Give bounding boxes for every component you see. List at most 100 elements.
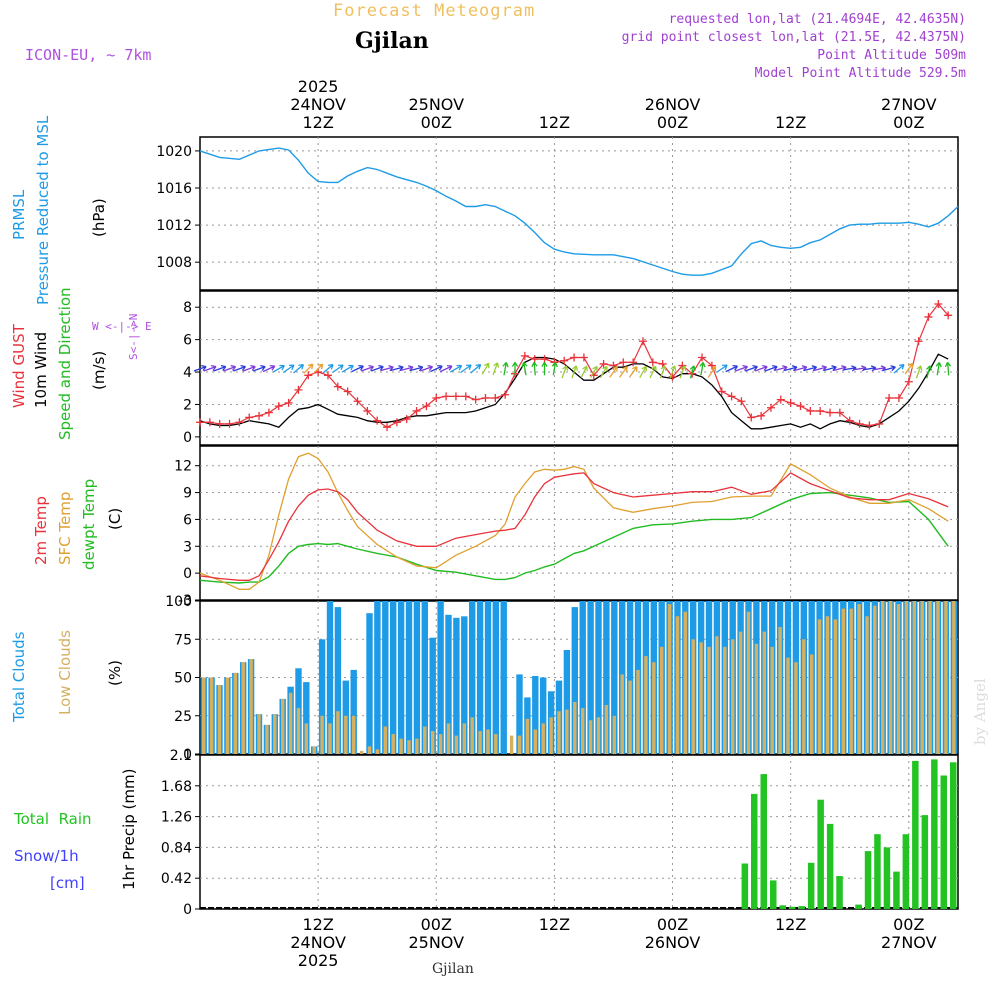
wind-direction-arrow <box>619 366 628 378</box>
low-clouds-bar <box>462 723 466 754</box>
total-clouds-bar <box>484 601 492 754</box>
top-date-label: 24NOV <box>290 95 346 114</box>
total-clouds-bar <box>626 601 634 754</box>
wind-direction-arrow <box>679 365 687 379</box>
total-clouds-bar <box>397 601 405 754</box>
ytick-label: 2.1 <box>170 748 192 764</box>
wind-gust-marker <box>796 402 805 411</box>
wind-gust-marker <box>501 390 510 399</box>
wind-gust-marker <box>442 392 451 401</box>
wind-gust-marker <box>717 387 726 396</box>
wind-direction-arrow <box>492 362 500 376</box>
low-clouds-bar <box>557 711 561 754</box>
wind-gust-marker <box>461 392 470 401</box>
rain-bar <box>912 760 919 909</box>
low-clouds-bar <box>233 672 237 754</box>
low-clouds-bar <box>873 605 877 754</box>
low-clouds-bar <box>367 746 372 754</box>
total-clouds-bar <box>532 676 539 754</box>
low-clouds-bar <box>573 702 577 754</box>
wind-direction-arrow <box>351 364 364 373</box>
low-clouds-bar <box>675 616 680 754</box>
wind-direction-arrow <box>551 361 558 376</box>
wind-direction-arrow <box>449 364 463 373</box>
wind-gust-marker <box>520 351 529 360</box>
rain-bar <box>760 774 767 909</box>
low-clouds-bar <box>375 749 380 754</box>
ytick-label: 0 <box>183 566 192 582</box>
wind-gust-marker <box>245 413 254 422</box>
rain-bar <box>741 863 749 909</box>
bottom-date-label: 24NOV <box>290 933 346 952</box>
wind-direction-arrow <box>481 362 490 375</box>
prmsl-label: PRMSL <box>10 189 28 240</box>
low-clouds-bar <box>438 734 443 754</box>
wind-gust-marker <box>835 408 844 417</box>
rain-bar <box>779 905 786 909</box>
rain-bar <box>883 847 891 909</box>
low-clouds-bar <box>754 643 759 754</box>
low-clouds-bar <box>628 680 632 754</box>
wind-gust-marker <box>865 421 874 430</box>
temp-unit: (C) <box>106 508 124 530</box>
wind-direction-arrow <box>813 365 827 372</box>
low-clouds-bar <box>217 685 222 754</box>
wind-direction-arrow <box>589 365 598 379</box>
pressure-line <box>199 147 959 276</box>
wind-direction-arrow <box>193 364 207 372</box>
ytick-label: 6 <box>183 333 192 349</box>
low-clouds-bar <box>660 646 664 754</box>
bottom-time-label: 12Z <box>539 915 570 934</box>
watermark: by Angel <box>971 678 989 745</box>
wind-gust-marker <box>333 382 342 391</box>
wind-direction-arrow <box>707 366 717 378</box>
total-clouds-bar <box>492 601 499 754</box>
low-clouds-bar <box>399 738 403 754</box>
dewpt-temp-line <box>199 491 949 584</box>
low-clouds-bar <box>825 616 830 754</box>
compass-we: W <-|-> E <box>92 320 152 333</box>
wind-gust-marker <box>373 416 382 425</box>
low-clouds-bar <box>312 746 316 754</box>
wind-gust-marker <box>924 312 933 321</box>
wind-direction-arrow <box>699 361 706 376</box>
ytick-label: 1016 <box>156 181 192 197</box>
wind-gust-marker <box>205 418 214 427</box>
wind-gust-marker <box>422 402 431 411</box>
wind-gust-marker <box>845 416 854 425</box>
low-clouds-bar <box>431 731 435 754</box>
wind-direction-arrow <box>659 365 667 379</box>
low-clouds-bar <box>904 601 909 754</box>
wind-gust-marker <box>530 355 539 364</box>
sfc-temp-line <box>199 452 949 590</box>
low-clouds-bar <box>644 656 648 754</box>
cloud-labels: Total Clouds Low Clouds (%) <box>10 630 124 723</box>
low-clouds-bar <box>936 601 940 754</box>
wind-direction-arrow <box>430 364 443 373</box>
wind-gust-marker <box>737 397 746 406</box>
wind-gust-marker <box>786 398 795 407</box>
low-clouds-bar <box>273 714 277 754</box>
ytick-label: 50 <box>174 671 192 687</box>
wind-gust-marker <box>392 418 401 427</box>
wind-gust-marker <box>363 406 372 415</box>
low-clouds-bar <box>746 611 751 754</box>
wind-direction-arrow <box>303 363 314 374</box>
total-clouds-bar <box>318 639 326 755</box>
low-clouds-bar <box>794 662 798 754</box>
low-clouds-bar <box>865 616 869 754</box>
rain-bar <box>864 851 872 909</box>
low-clouds-bar <box>683 611 687 754</box>
wind-gust-marker <box>451 392 460 401</box>
wind-gust-marker <box>757 411 766 420</box>
total-clouds-bar <box>500 601 507 754</box>
wind-gust-marker <box>894 393 903 402</box>
low-clouds-bar <box>715 636 719 754</box>
top-time-label: 12Z <box>302 113 333 132</box>
low-clouds-bar <box>912 601 916 754</box>
wind-gust-marker <box>599 359 608 368</box>
total-clouds-bar <box>334 607 342 754</box>
low-clouds-bar <box>209 677 214 754</box>
requested-coords: requested lon,lat (21.4694E, 42.4635N) <box>669 12 966 27</box>
low-clouds-bar <box>896 604 901 754</box>
